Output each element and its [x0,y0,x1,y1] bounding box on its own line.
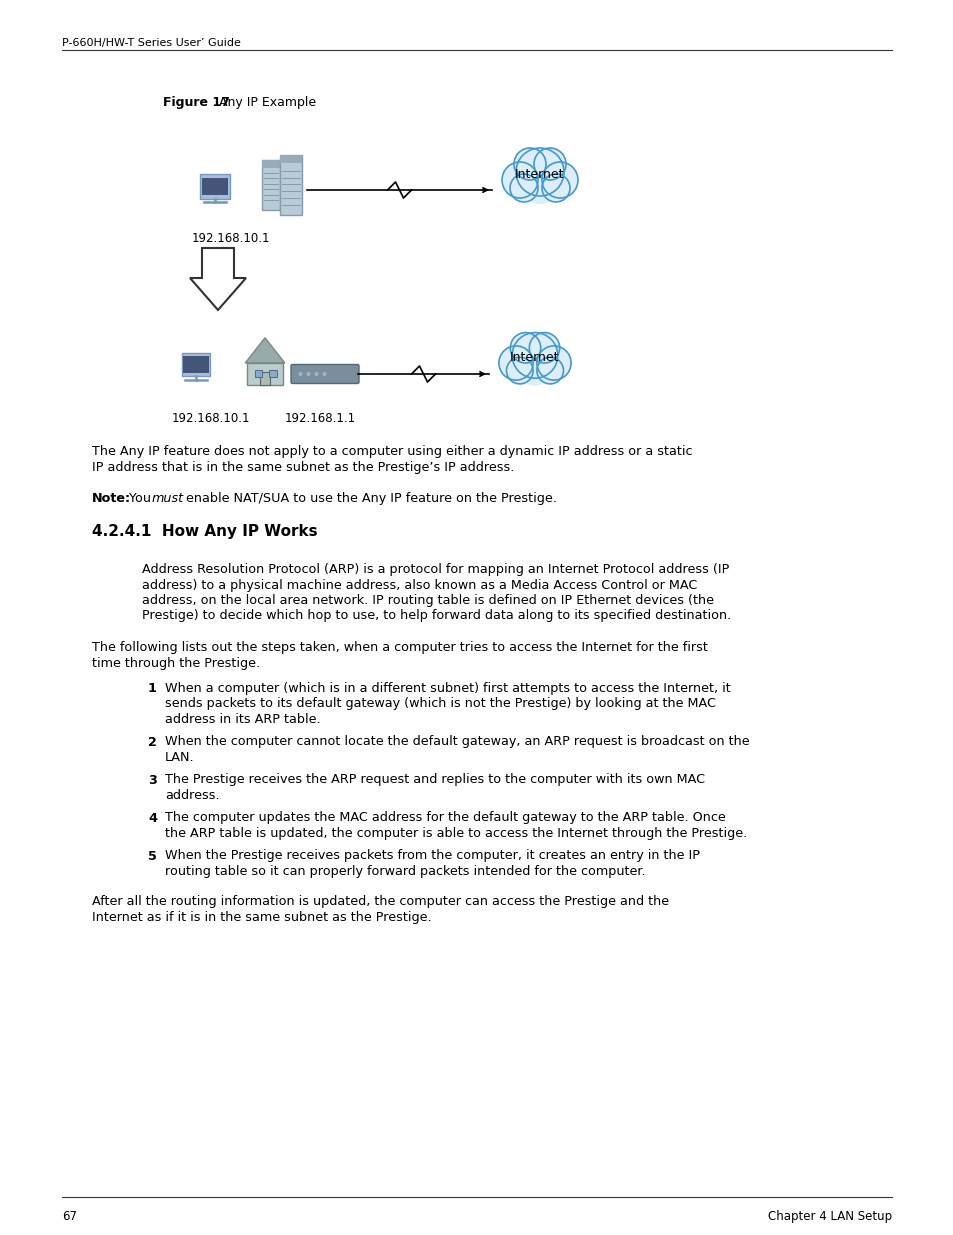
Text: You: You [125,492,154,505]
Circle shape [501,162,537,198]
Text: address) to a physical machine address, also known as a Media Access Control or : address) to a physical machine address, … [142,578,697,592]
Circle shape [516,148,563,196]
Text: P-660H/HW-T Series User’ Guide: P-660H/HW-T Series User’ Guide [62,38,240,48]
Text: Internet as if it is in the same subnet as the Prestige.: Internet as if it is in the same subnet … [91,911,431,924]
Text: The Prestige receives the ARP request and replies to the computer with its own M: The Prestige receives the ARP request an… [165,773,704,787]
Text: address in its ARP table.: address in its ARP table. [165,713,320,726]
Circle shape [537,346,571,380]
Text: routing table so it can properly forward packets intended for the computer.: routing table so it can properly forward… [165,864,645,878]
Circle shape [521,168,558,204]
Text: LAN.: LAN. [165,751,194,764]
Circle shape [314,372,318,375]
Text: IP address that is in the same subnet as the Prestige’s IP address.: IP address that is in the same subnet as… [91,461,514,473]
FancyBboxPatch shape [280,156,302,163]
Text: Figure 17: Figure 17 [163,96,230,109]
Text: 67: 67 [62,1210,77,1223]
Text: Chapter 4 LAN Setup: Chapter 4 LAN Setup [767,1210,891,1223]
Text: 4: 4 [148,811,157,825]
FancyBboxPatch shape [254,370,262,378]
Text: The computer updates the MAC address for the default gateway to the ARP table. O: The computer updates the MAC address for… [165,811,725,825]
Circle shape [529,332,559,363]
FancyBboxPatch shape [269,370,276,378]
Circle shape [322,372,326,375]
Circle shape [510,332,540,363]
Text: The following lists out the steps taken, when a computer tries to access the Int: The following lists out the steps taken,… [91,641,707,655]
Text: 1: 1 [148,682,156,695]
Circle shape [306,372,310,375]
FancyBboxPatch shape [280,156,302,215]
Circle shape [541,162,578,198]
Circle shape [512,332,558,378]
Text: address.: address. [165,789,219,802]
Circle shape [506,357,533,384]
Text: 192.168.10.1: 192.168.10.1 [172,412,251,425]
FancyBboxPatch shape [183,357,209,373]
Circle shape [498,346,533,380]
Polygon shape [245,338,285,363]
FancyBboxPatch shape [291,364,358,384]
FancyBboxPatch shape [199,174,230,199]
Text: enable NAT/SUA to use the Any IP feature on the Prestige.: enable NAT/SUA to use the Any IP feature… [182,492,557,505]
Text: time through the Prestige.: time through the Prestige. [91,657,260,669]
Text: When the Prestige receives packets from the computer, it creates an entry in the: When the Prestige receives packets from … [165,850,700,862]
Text: 3: 3 [148,773,156,787]
FancyBboxPatch shape [262,161,280,210]
Circle shape [514,148,545,180]
Text: Prestige) to decide which hop to use, to help forward data along to its specifie: Prestige) to decide which hop to use, to… [142,610,731,622]
FancyBboxPatch shape [262,161,280,168]
Circle shape [517,352,552,385]
Text: Note:: Note: [91,492,131,505]
Text: 192.168.10.1: 192.168.10.1 [192,232,271,245]
Text: The Any IP feature does not apply to a computer using either a dynamic IP addres: The Any IP feature does not apply to a c… [91,445,692,458]
Text: When the computer cannot locate the default gateway, an ARP request is broadcast: When the computer cannot locate the defa… [165,736,749,748]
Text: After all the routing information is updated, the computer can access the Presti: After all the routing information is upd… [91,895,668,909]
Text: 5: 5 [148,850,156,862]
Circle shape [534,148,565,180]
FancyBboxPatch shape [181,353,211,377]
Text: 4.2.4.1  How Any IP Works: 4.2.4.1 How Any IP Works [91,524,317,538]
Circle shape [541,174,569,203]
Text: address, on the local area network. IP routing table is defined on IP Ethernet d: address, on the local area network. IP r… [142,594,713,606]
Text: Address Resolution Protocol (ARP) is a protocol for mapping an Internet Protocol: Address Resolution Protocol (ARP) is a p… [142,563,729,576]
Circle shape [537,357,563,384]
FancyBboxPatch shape [259,372,270,384]
FancyBboxPatch shape [247,363,283,384]
Text: Any IP Example: Any IP Example [219,96,315,109]
Text: Internet: Internet [510,351,559,364]
Polygon shape [190,248,246,310]
Circle shape [510,174,537,203]
Text: the ARP table is updated, the computer is able to access the Internet through th: the ARP table is updated, the computer i… [165,827,746,840]
Text: 2: 2 [148,736,156,748]
Text: sends packets to its default gateway (which is not the Prestige) by looking at t: sends packets to its default gateway (wh… [165,698,716,710]
Text: Internet: Internet [515,168,564,180]
FancyBboxPatch shape [201,178,228,195]
Text: When a computer (which is in a different subnet) first attempts to access the In: When a computer (which is in a different… [165,682,730,695]
Text: 192.168.1.1: 192.168.1.1 [285,412,355,425]
Circle shape [298,372,302,375]
Text: must: must [152,492,184,505]
